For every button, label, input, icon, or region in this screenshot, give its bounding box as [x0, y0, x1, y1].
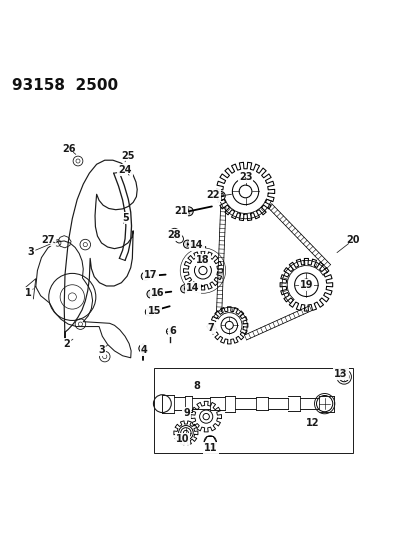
Circle shape: [145, 308, 153, 316]
Text: 5: 5: [122, 213, 129, 223]
Text: 24: 24: [118, 165, 131, 175]
Text: 93158  2500: 93158 2500: [12, 78, 118, 93]
Text: 26: 26: [62, 144, 76, 154]
Text: 18: 18: [196, 255, 209, 265]
Text: 16: 16: [150, 288, 164, 298]
Text: 25: 25: [121, 151, 134, 161]
Circle shape: [141, 272, 149, 280]
Text: 8: 8: [193, 381, 200, 391]
Text: 3: 3: [98, 345, 104, 354]
Text: 1: 1: [25, 288, 32, 298]
Text: 9: 9: [183, 408, 190, 418]
Bar: [154, 368, 352, 453]
Text: 10: 10: [176, 434, 189, 444]
Text: 7: 7: [207, 323, 214, 333]
Text: 14: 14: [190, 240, 203, 251]
Circle shape: [138, 344, 147, 352]
Circle shape: [180, 285, 188, 293]
Text: 2: 2: [64, 338, 70, 349]
Text: 21: 21: [173, 206, 187, 215]
Text: 23: 23: [238, 172, 252, 182]
Text: 22: 22: [206, 190, 219, 200]
Text: 13: 13: [333, 369, 347, 379]
Text: 28: 28: [167, 230, 181, 240]
Circle shape: [147, 290, 155, 298]
Text: 3: 3: [27, 247, 34, 257]
Text: 15: 15: [147, 306, 161, 316]
Circle shape: [184, 207, 193, 216]
Text: 4: 4: [140, 345, 147, 354]
Text: 20: 20: [345, 235, 359, 245]
Text: 14: 14: [185, 282, 199, 293]
Text: 6: 6: [169, 326, 176, 336]
Text: 27: 27: [41, 235, 55, 245]
Text: 12: 12: [305, 418, 318, 427]
Text: 17: 17: [144, 270, 157, 280]
Text: 11: 11: [204, 443, 217, 453]
Text: 19: 19: [299, 280, 312, 290]
Circle shape: [183, 240, 191, 248]
